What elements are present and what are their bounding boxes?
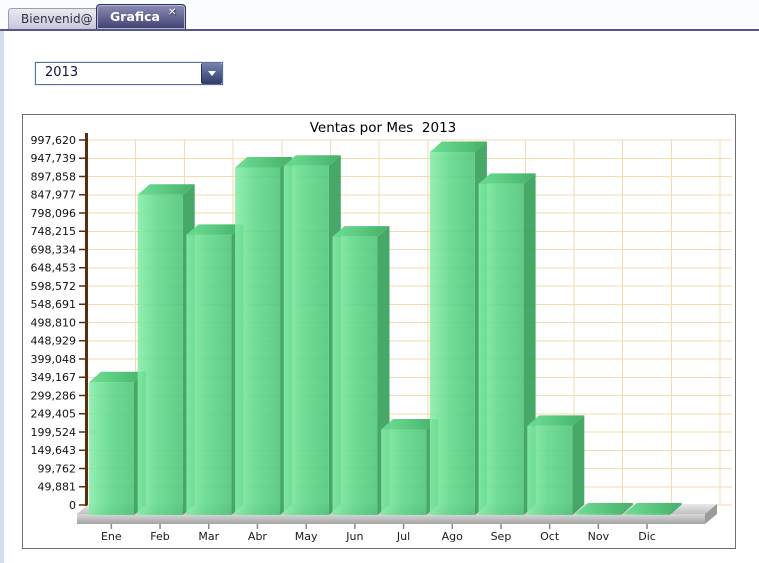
svg-text:Mar: Mar <box>198 530 219 543</box>
bar-ago <box>429 141 487 515</box>
left-edge-strip <box>0 31 4 563</box>
svg-text:Jul: Jul <box>396 530 410 543</box>
svg-text:847,977: 847,977 <box>31 189 77 202</box>
bar-jul <box>381 418 439 515</box>
bar-abr <box>235 157 293 515</box>
x-axis-labels: Ene Feb Mar Abr May Jun Jul Ago Sep Oct Nov Dic <box>101 524 656 543</box>
bar-sep <box>478 173 536 515</box>
svg-text:897,858: 897,858 <box>31 170 77 183</box>
svg-text:Oct: Oct <box>540 530 560 543</box>
chart-panel: 0 49,881 99,762 149,643 199,524 249,405 299,28… <box>22 114 736 549</box>
svg-text:498,810: 498,810 <box>31 316 77 329</box>
svg-text:Ago: Ago <box>442 530 464 543</box>
svg-text:Dic: Dic <box>638 530 656 543</box>
svg-text:349,167: 349,167 <box>31 371 77 384</box>
svg-text:Jun: Jun <box>345 530 363 543</box>
close-tab-icon[interactable]: ✕ <box>167 7 177 18</box>
svg-text:997,620: 997,620 <box>31 134 77 147</box>
tab-bienvenida[interactable]: Bienvenid@ <box>8 8 106 29</box>
svg-text:798,096: 798,096 <box>31 207 77 220</box>
year-dropdown-value: 2013 <box>45 65 79 80</box>
svg-text:Sep: Sep <box>491 530 512 543</box>
tab-bienvenida-label: Bienvenid@ <box>21 12 93 26</box>
chart-title: Ventas por Mes 2013 <box>310 120 457 136</box>
svg-text:May: May <box>295 530 318 543</box>
svg-text:299,286: 299,286 <box>31 389 77 402</box>
bar-feb <box>137 184 195 515</box>
svg-text:748,215: 748,215 <box>31 225 77 238</box>
svg-text:698,334: 698,334 <box>31 243 77 256</box>
bar-mar <box>186 224 244 515</box>
bar-nov <box>576 503 633 515</box>
svg-text:0: 0 <box>69 499 76 512</box>
ventas-chart: 0 49,881 99,762 149,643 199,524 249,405 299,28… <box>31 120 732 543</box>
svg-text:947,739: 947,739 <box>31 152 77 165</box>
svg-text:249,405: 249,405 <box>31 408 77 421</box>
svg-text:548,691: 548,691 <box>31 298 77 311</box>
year-dropdown[interactable]: 2013 <box>35 62 223 85</box>
svg-text:399,048: 399,048 <box>31 353 77 366</box>
svg-text:199,524: 199,524 <box>31 426 77 439</box>
svg-text:448,929: 448,929 <box>31 335 77 348</box>
tab-bar: Bienvenid@ Grafica ✕ <box>0 0 759 31</box>
y-axis: 0 49,881 99,762 149,643 199,524 249,405 299,28… <box>31 133 88 512</box>
bar-jun <box>332 226 390 515</box>
svg-text:149,643: 149,643 <box>31 444 77 457</box>
svg-text:Feb: Feb <box>150 530 169 543</box>
svg-text:99,762: 99,762 <box>38 462 77 475</box>
svg-text:Abr: Abr <box>248 530 268 543</box>
tab-grafica-label: Grafica <box>110 9 160 24</box>
bar-dic <box>624 503 682 515</box>
bar-may <box>283 155 341 515</box>
tab-grafica[interactable]: Grafica ✕ <box>96 4 187 29</box>
svg-text:598,572: 598,572 <box>31 280 77 293</box>
bar-ene <box>89 371 146 515</box>
svg-text:Nov: Nov <box>588 530 610 543</box>
svg-text:Ene: Ene <box>101 530 122 543</box>
svg-text:49,881: 49,881 <box>38 481 77 494</box>
bar-oct <box>527 415 585 515</box>
svg-text:648,453: 648,453 <box>31 262 77 275</box>
chevron-down-icon[interactable] <box>201 63 222 84</box>
